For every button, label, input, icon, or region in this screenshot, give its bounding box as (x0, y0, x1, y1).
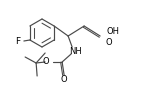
Text: OH: OH (106, 27, 119, 36)
Text: O: O (42, 58, 49, 67)
Text: O: O (105, 38, 112, 47)
Text: NH: NH (69, 47, 81, 56)
Text: O: O (61, 76, 67, 85)
Text: F: F (15, 37, 20, 46)
